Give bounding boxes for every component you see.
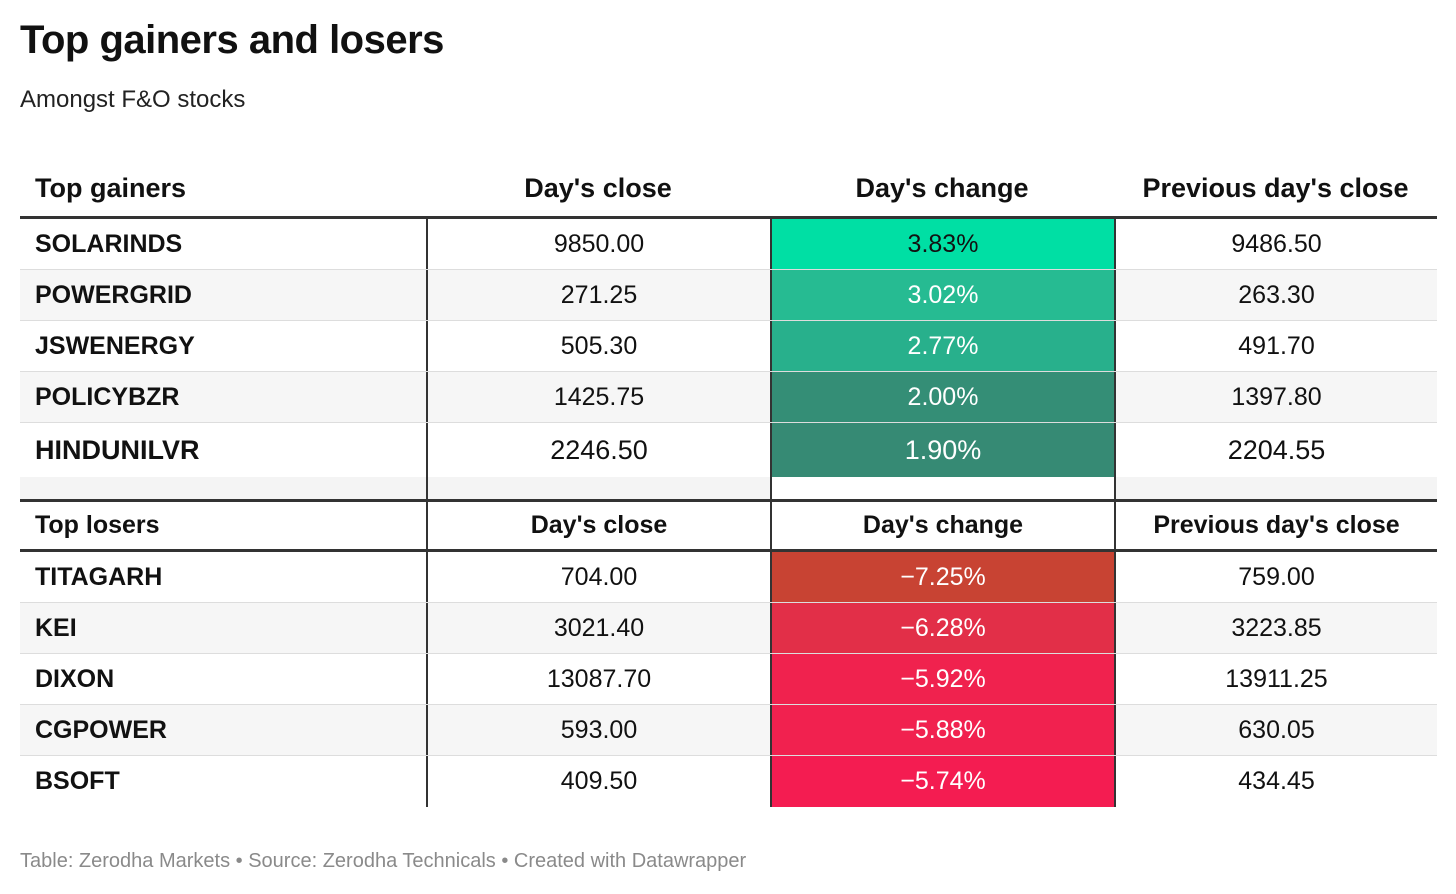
spacer-cell bbox=[20, 477, 426, 499]
table-row: DIXON 13087.70 −5.92% 13911.25 bbox=[20, 654, 1437, 705]
prev-close-cell: 491.70 bbox=[1114, 321, 1437, 371]
close-cell: 9850.00 bbox=[426, 219, 770, 269]
symbol-cell: KEI bbox=[35, 613, 77, 642]
header-cell: Day's change bbox=[855, 172, 1029, 203]
symbol-cell: DIXON bbox=[35, 664, 115, 693]
symbol-cell: BSOFT bbox=[35, 767, 120, 795]
table-row: POLICYBZR 1425.75 2.00% 1397.80 bbox=[20, 372, 1437, 423]
chart-title: Top gainers and losers bbox=[20, 18, 444, 62]
table-row: SOLARINDS 9850.00 3.83% 9486.50 bbox=[20, 219, 1437, 270]
change-cell: 2.00% bbox=[770, 372, 1114, 422]
change-cell: −5.92% bbox=[770, 654, 1114, 704]
table-spacer bbox=[20, 477, 1437, 499]
gainers-header-row: Top gainers Day's close Day's change Pre… bbox=[20, 160, 1437, 219]
close-cell: 704.00 bbox=[426, 552, 770, 602]
table-row: HINDUNILVR 2246.50 1.90% 2204.55 bbox=[20, 423, 1437, 477]
spacer-cell bbox=[1114, 477, 1437, 499]
symbol-cell: JSWENERGY bbox=[35, 331, 195, 360]
gainers-body: SOLARINDS 9850.00 3.83% 9486.50 POWERGRID 271… bbox=[20, 219, 1437, 477]
chart-subtitle: Amongst F&O stocks bbox=[20, 86, 246, 113]
symbol-cell: CGPOWER bbox=[35, 715, 167, 744]
prev-close-cell: 630.05 bbox=[1114, 705, 1437, 755]
close-cell: 2246.50 bbox=[426, 423, 770, 477]
change-cell: −5.88% bbox=[770, 705, 1114, 755]
symbol-cell: POLICYBZR bbox=[35, 382, 180, 411]
header-cell: Top gainers bbox=[35, 172, 187, 203]
prev-close-cell: 263.30 bbox=[1114, 270, 1437, 320]
losers-header-row: Top losers Day's close Day's change Prev… bbox=[20, 499, 1437, 552]
prev-close-cell: 13911.25 bbox=[1114, 654, 1437, 704]
close-cell: 271.25 bbox=[426, 270, 770, 320]
header-cell: Previous day's close bbox=[1114, 502, 1437, 549]
table-row: CGPOWER 593.00 −5.88% 630.05 bbox=[20, 705, 1437, 756]
symbol-cell: TITAGARH bbox=[35, 562, 163, 591]
table-row: POWERGRID 271.25 3.02% 263.30 bbox=[20, 270, 1437, 321]
table-row: KEI 3021.40 −6.28% 3223.85 bbox=[20, 603, 1437, 654]
header-cell: Previous day's close bbox=[1142, 172, 1409, 203]
prev-close-cell: 434.45 bbox=[1114, 756, 1437, 807]
spacer-cell bbox=[426, 477, 770, 499]
change-cell: 1.90% bbox=[770, 423, 1114, 477]
prev-close-cell: 2204.55 bbox=[1114, 423, 1437, 477]
change-cell: 2.77% bbox=[770, 321, 1114, 371]
header-cell: Day's change bbox=[770, 502, 1114, 549]
prev-close-cell: 1397.80 bbox=[1114, 372, 1437, 422]
close-cell: 3021.40 bbox=[426, 603, 770, 653]
spacer-cell bbox=[770, 477, 1114, 499]
symbol-cell: SOLARINDS bbox=[35, 229, 183, 258]
prev-close-cell: 9486.50 bbox=[1114, 219, 1437, 269]
change-cell: −7.25% bbox=[770, 552, 1114, 602]
change-cell: −6.28% bbox=[770, 603, 1114, 653]
close-cell: 13087.70 bbox=[426, 654, 770, 704]
table-row: JSWENERGY 505.30 2.77% 491.70 bbox=[20, 321, 1437, 372]
close-cell: 593.00 bbox=[426, 705, 770, 755]
close-cell: 1425.75 bbox=[426, 372, 770, 422]
header-cell: Top losers bbox=[35, 511, 160, 539]
symbol-cell: POWERGRID bbox=[35, 280, 192, 309]
table-row: TITAGARH 704.00 −7.25% 759.00 bbox=[20, 552, 1437, 603]
header-cell: Day's close bbox=[524, 172, 672, 203]
table-row: BSOFT 409.50 −5.74% 434.45 bbox=[20, 756, 1437, 807]
change-cell: 3.83% bbox=[770, 219, 1114, 269]
change-cell: −5.74% bbox=[770, 756, 1114, 807]
close-cell: 409.50 bbox=[426, 756, 770, 807]
prev-close-cell: 3223.85 bbox=[1114, 603, 1437, 653]
change-cell: 3.02% bbox=[770, 270, 1114, 320]
data-table: Top gainers Day's close Day's change Pre… bbox=[20, 160, 1437, 807]
chart-footer: Table: Zerodha Markets • Source: Zerodha… bbox=[20, 850, 747, 872]
losers-body: TITAGARH 704.00 −7.25% 759.00 KEI 3021.40 −6.2… bbox=[20, 552, 1437, 807]
close-cell: 505.30 bbox=[426, 321, 770, 371]
symbol-cell: HINDUNILVR bbox=[35, 434, 200, 465]
header-cell: Day's close bbox=[426, 502, 770, 549]
prev-close-cell: 759.00 bbox=[1114, 552, 1437, 602]
